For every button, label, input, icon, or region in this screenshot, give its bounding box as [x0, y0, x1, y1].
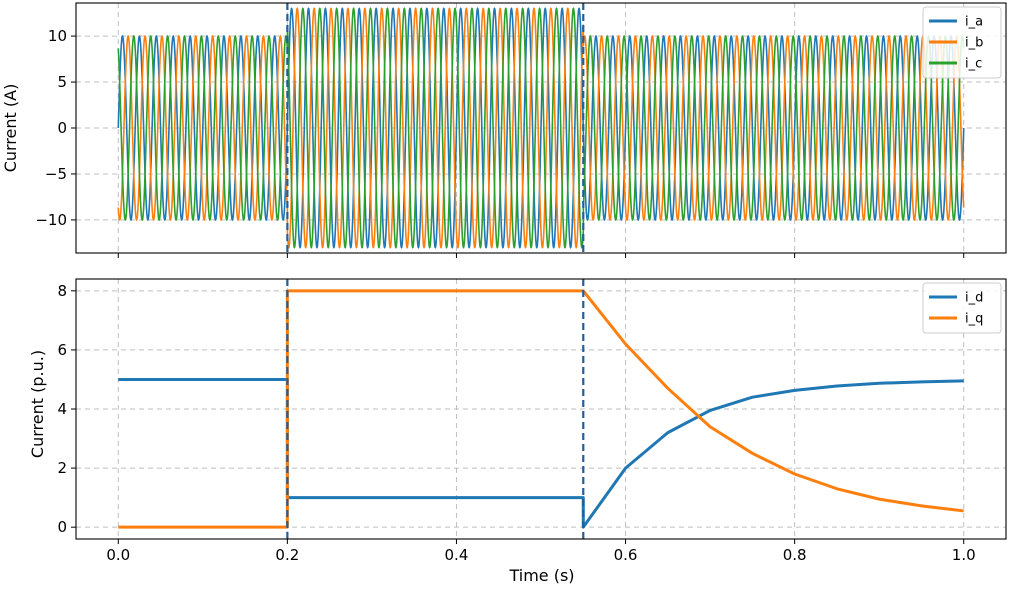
y-tick-label: −5 — [45, 165, 67, 183]
y-tick-label: 2 — [57, 459, 67, 477]
legend-label-i_q: i_q — [965, 312, 983, 327]
series-line-i_d — [118, 377, 964, 529]
legend: i_a i_b i_c — [922, 6, 1002, 79]
x-tick-label: 0.6 — [614, 546, 638, 564]
series-line-i_b — [117, 7, 965, 249]
legend-box — [922, 6, 1002, 79]
top-y-axis-label: Current (A) — [1, 84, 20, 173]
y-tick-label: 6 — [57, 341, 67, 359]
x-tick-label: 0.2 — [275, 546, 299, 564]
plot-area — [117, 7, 965, 249]
series-line-i_a — [117, 7, 965, 249]
legend: i_d i_q — [922, 282, 1002, 334]
y-tick-label: 0 — [57, 119, 67, 137]
legend-box — [922, 282, 1002, 334]
x-tick-label: 0.0 — [106, 546, 130, 564]
series-line-i_c — [117, 7, 965, 249]
y-tick-label: −10 — [35, 211, 67, 229]
bottom-panel-dq-currents: Current (p.u.) Time (s) 0 2 4 6 8 0.0 0.2 0.4 0.… — [28, 278, 1007, 585]
top-panel-abc-currents: Current (A) 10 5 0 −5 −10 i_a i_b i_c — [1, 2, 1007, 258]
y-tick-label: 10 — [48, 27, 67, 45]
legend-label-i_d: i_d — [965, 291, 983, 306]
x-axis-label: Time (s) — [508, 566, 574, 585]
legend-label-i_a: i_a — [965, 15, 983, 30]
y-tick-label: 4 — [57, 400, 67, 418]
x-tick-label: 1.0 — [952, 546, 976, 564]
x-tick-label: 0.4 — [445, 546, 469, 564]
y-tick-label: 5 — [57, 73, 67, 91]
legend-label-i_c: i_c — [965, 57, 982, 72]
y-tick-label: 8 — [57, 282, 67, 300]
x-tick-label: 0.8 — [783, 546, 807, 564]
y-tick-label: 0 — [57, 518, 67, 536]
legend-label-i_b: i_b — [965, 36, 983, 51]
bottom-y-axis-label: Current (p.u.) — [28, 350, 47, 458]
